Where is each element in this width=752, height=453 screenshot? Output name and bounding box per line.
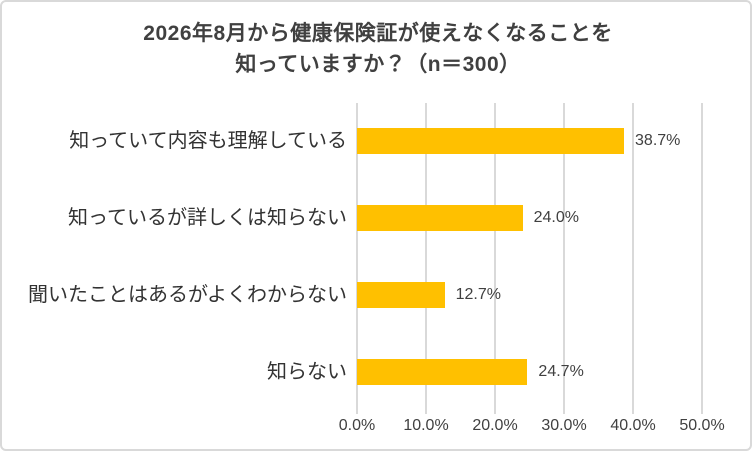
- x-axis-tick-label: 0.0%: [338, 417, 376, 434]
- bar: [357, 281, 445, 308]
- gridline: [494, 103, 496, 414]
- x-axis-tick-label: 30.0%: [541, 417, 587, 434]
- gridline: [356, 103, 358, 414]
- gridline: [425, 103, 427, 414]
- category-label: 知らない: [267, 360, 347, 383]
- bar: [357, 128, 625, 155]
- x-axis-tick-label: 20.0%: [472, 417, 518, 434]
- chart-title-line-1: 2026年8月から健康保険証が使えなくなることを: [143, 22, 613, 45]
- chart-title-line-2: 知っていますか？（n＝300）: [235, 53, 521, 76]
- value-label: 12.7%: [455, 285, 501, 303]
- gridline: [701, 103, 703, 414]
- x-axis-tick-label: 10.0%: [403, 417, 449, 434]
- value-label: 24.0%: [533, 209, 579, 227]
- category-label: 知っているが詳しくは知らない: [68, 207, 347, 230]
- x-axis-tick-label: 40.0%: [610, 417, 656, 434]
- category-label: 知っていて内容も理解している: [69, 130, 347, 153]
- bar: [357, 205, 523, 232]
- gridline: [632, 103, 634, 414]
- value-label: 24.7%: [538, 362, 584, 380]
- value-label: 38.7%: [635, 132, 681, 150]
- category-label: 聞いたことはあるがよくわからない: [28, 283, 347, 306]
- chart-title: 2026年8月から健康保険証が使えなくなることを 知っていますか？（n＝300）: [2, 18, 752, 80]
- gridline: [563, 103, 565, 414]
- x-axis-tick-label: 50.0%: [679, 417, 725, 434]
- bar: [357, 358, 528, 385]
